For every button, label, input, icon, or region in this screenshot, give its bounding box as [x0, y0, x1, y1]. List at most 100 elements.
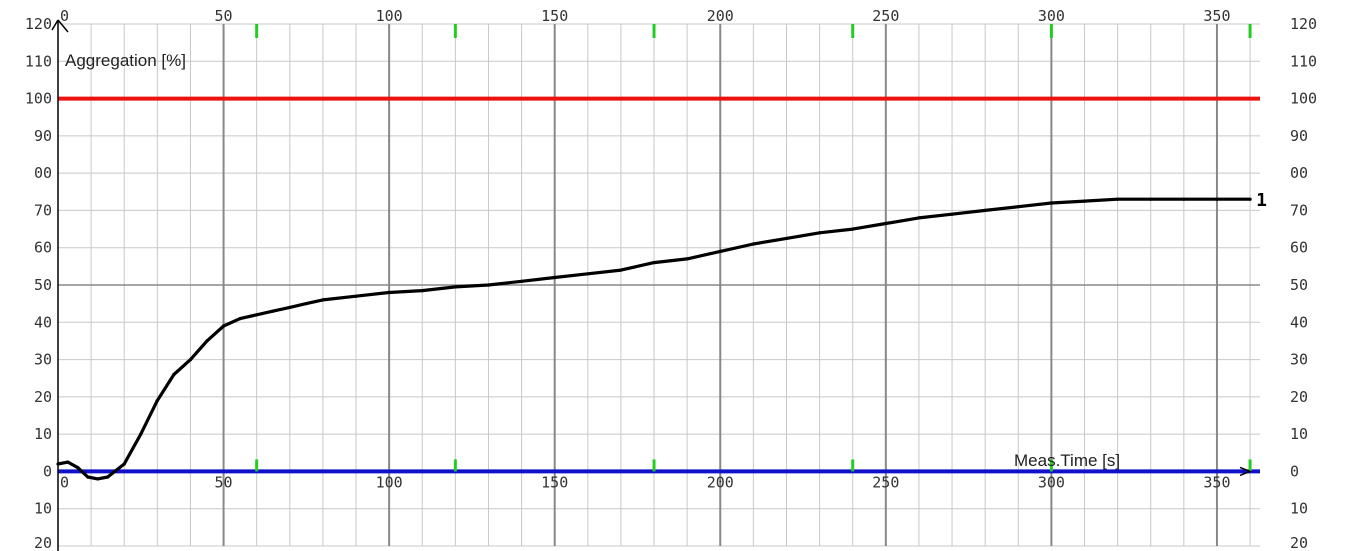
series-point — [950, 212, 954, 216]
y-tick-label-right: 30 — [1290, 351, 1308, 369]
y-tick-label-right: 120 — [1290, 15, 1317, 33]
series-point — [818, 231, 822, 235]
x-tick-label-bottom: 0 — [60, 473, 69, 491]
series-point — [851, 227, 855, 231]
x-axis-arrow — [1239, 466, 1253, 477]
x-tick-label-bottom: 200 — [707, 473, 734, 491]
y-tick-label-right: 70 — [1290, 201, 1308, 219]
series-point — [619, 268, 623, 272]
x-tick-label-bottom: 50 — [215, 473, 233, 491]
series-point — [122, 462, 126, 466]
y-tick-label-right: 20 — [1290, 534, 1308, 551]
y-tick-label-right: 100 — [1290, 90, 1317, 108]
tick-labels: 0050501001001501502002002502503003003503… — [25, 7, 1317, 551]
series-point — [453, 285, 457, 289]
series-end-label: 1 — [1256, 190, 1267, 211]
series-point — [1049, 201, 1053, 205]
series-point — [238, 317, 242, 321]
series-layer: 1 — [56, 190, 1267, 481]
y-tick-label-right: 110 — [1290, 52, 1317, 70]
x-tick-label-top: 50 — [215, 7, 233, 25]
x-tick-label-top: 200 — [707, 7, 734, 25]
y-axis-title: Aggregation [%] — [65, 51, 186, 70]
series-point — [718, 249, 722, 253]
series-point — [96, 477, 100, 481]
series-point — [321, 298, 325, 302]
grid-major — [222, 24, 1218, 546]
x-tick-label-top: 350 — [1203, 7, 1230, 25]
x-tick-label-top: 100 — [376, 7, 403, 25]
y-tick-label-left: 10 — [34, 500, 52, 518]
y-tick-label-left: 0 — [43, 462, 52, 480]
series-point — [188, 358, 193, 362]
series-point — [685, 257, 689, 261]
y-tick-label-left: 10 — [34, 425, 52, 443]
series-point — [172, 372, 176, 377]
y-tick-label-left: 30 — [34, 351, 52, 369]
series-point — [155, 399, 159, 403]
series-point — [553, 275, 557, 280]
y-tick-label-right: 40 — [1290, 313, 1308, 331]
y-tick-label-left: 00 — [34, 164, 52, 182]
x-axis-title: Meas.Time [s] — [1014, 451, 1120, 470]
y-tick-label-left: 120 — [25, 15, 52, 33]
series-point — [205, 339, 209, 343]
series-point — [983, 208, 987, 212]
series-point — [1016, 205, 1020, 209]
y-tick-label-left: 100 — [25, 90, 52, 108]
series-point — [66, 460, 70, 464]
x-tick-label-top: 150 — [541, 7, 568, 25]
series-point — [1149, 197, 1153, 201]
series-point — [1082, 199, 1087, 203]
y-axis-arrow — [51, 19, 69, 33]
y-tick-label-left: 60 — [34, 239, 52, 257]
series-point — [652, 261, 656, 265]
series-point — [354, 294, 358, 298]
y-tick-label-right: 00 — [1290, 164, 1308, 182]
series-point — [76, 466, 80, 470]
x-tick-label-bottom: 300 — [1038, 473, 1065, 491]
y-tick-label-left: 70 — [34, 201, 52, 219]
series-point — [1116, 197, 1120, 201]
x-tick-label-bottom: 150 — [541, 473, 568, 491]
y-tick-label-right: 20 — [1290, 388, 1308, 406]
reference-lines — [58, 96, 1260, 474]
series-point — [106, 475, 110, 479]
series-point — [884, 221, 888, 226]
series-point — [222, 324, 226, 328]
y-tick-label-right: 10 — [1290, 425, 1308, 443]
grid-minor — [58, 23, 1260, 547]
y-tick-label-left: 50 — [34, 276, 52, 294]
x-tick-label-bottom: 100 — [376, 473, 403, 491]
x-tick-label-top: 300 — [1038, 7, 1065, 25]
series-point — [86, 475, 90, 479]
y-tick-label-left: 20 — [34, 388, 52, 406]
y-tick-label-right: 10 — [1290, 500, 1308, 518]
series-point — [255, 313, 259, 317]
series-point — [56, 462, 60, 466]
y-tick-label-left: 90 — [34, 127, 52, 145]
series-point — [751, 242, 756, 246]
green-tick-markers — [255, 24, 1252, 472]
y-tick-label-left: 110 — [25, 52, 52, 70]
y-tick-label-right: 50 — [1290, 276, 1308, 294]
x-tick-label-top: 250 — [872, 7, 899, 25]
y-tick-label-left: 40 — [34, 313, 52, 331]
series-point — [1248, 197, 1252, 201]
x-tick-label-bottom: 350 — [1203, 473, 1230, 491]
y-tick-label-right: 0 — [1290, 462, 1299, 480]
series-point — [917, 216, 921, 220]
series-point — [486, 283, 491, 287]
series-point — [387, 290, 391, 295]
series-point — [1215, 197, 1219, 201]
series-point — [288, 305, 292, 309]
series-point — [420, 289, 424, 293]
y-tick-label-right: 90 — [1290, 127, 1308, 145]
series-point — [139, 432, 143, 436]
series-point — [520, 279, 524, 283]
series-point — [271, 309, 275, 313]
series-point — [784, 236, 789, 240]
series-point — [1182, 197, 1186, 201]
